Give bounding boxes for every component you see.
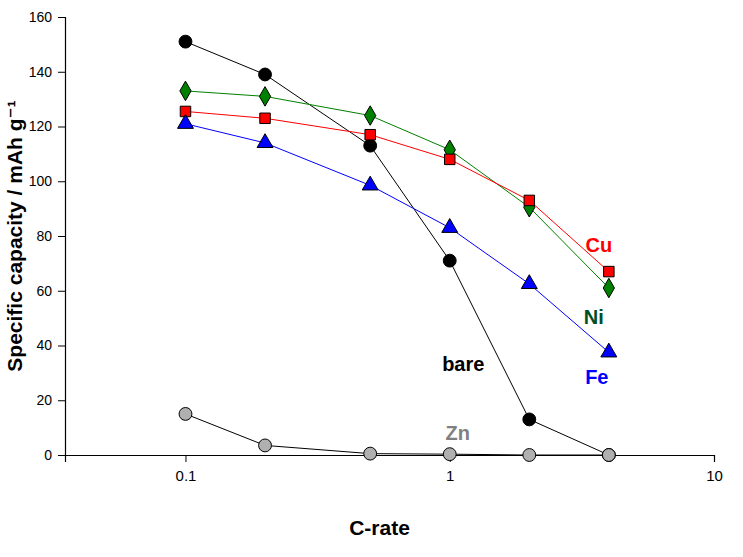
chart: 0.1110020406080100120140160bareNiCuFeZnC…: [0, 0, 743, 557]
marker: [362, 176, 378, 190]
marker: [179, 408, 192, 421]
marker: [259, 68, 272, 81]
marker: [443, 254, 456, 267]
marker: [179, 35, 192, 48]
series-line: [185, 91, 608, 288]
y-tick-mark: [58, 291, 65, 292]
series-line: [185, 42, 608, 455]
series-line: [185, 414, 608, 455]
marker: [444, 154, 454, 164]
y-tick: 80: [36, 228, 65, 244]
marker: [257, 134, 273, 148]
y-tick: 120: [29, 118, 65, 134]
y-tick-label: 120: [29, 118, 53, 134]
y-tick-mark: [58, 455, 65, 456]
marker: [521, 275, 537, 289]
y-tick: 20: [36, 392, 65, 408]
y-tick-label: 140: [29, 64, 53, 80]
y-tick: 160: [29, 9, 65, 25]
marker: [180, 81, 191, 101]
plot-area: 0.1110020406080100120140160bareNiCuFeZn: [29, 9, 723, 484]
y-axis-title: Specific capacity / mAh g⁻¹: [3, 100, 26, 371]
y-axis: 0 20 40 60 80 100 120 140 160: [29, 9, 66, 463]
y-tick-label: 0: [44, 447, 52, 463]
marker: [364, 139, 377, 152]
x-tick-mark: [714, 455, 715, 462]
marker: [602, 449, 615, 462]
y-tick-label: 100: [29, 173, 53, 189]
x-tick-label: 10: [706, 467, 723, 484]
x-tick-label: 1: [446, 467, 454, 484]
y-tick: 100: [29, 173, 65, 189]
x-axis-title: C-rate: [349, 516, 410, 539]
series-label: Zn: [446, 422, 470, 444]
y-tick-label: 20: [36, 392, 52, 408]
marker: [523, 413, 536, 426]
marker: [259, 439, 272, 452]
y-tick-mark: [58, 346, 65, 347]
marker: [443, 448, 456, 461]
y-axis-line: [58, 18, 66, 456]
marker: [178, 115, 194, 129]
y-tick-mark: [58, 181, 65, 182]
marker: [365, 129, 375, 139]
y-tick-mark: [58, 72, 65, 73]
marker: [259, 87, 270, 107]
y-tick-label: 40: [36, 337, 52, 353]
x-axis: 0.1 1 10: [66, 455, 723, 484]
x-tick: 0.1: [176, 455, 197, 484]
series-label: Fe: [585, 366, 608, 388]
y-tick-mark: [58, 236, 65, 237]
y-tick-label: 60: [36, 283, 52, 299]
x-tick: 10: [706, 455, 723, 484]
marker: [442, 219, 458, 233]
y-tick-label: 160: [29, 9, 53, 25]
marker: [523, 449, 536, 462]
marker: [260, 113, 270, 123]
x-axis-line: [66, 456, 715, 463]
series-line: [185, 124, 608, 353]
x-tick-mark: [185, 455, 186, 462]
y-tick: 0: [44, 447, 65, 463]
marker: [604, 266, 614, 276]
y-tick-mark: [58, 127, 65, 128]
y-tick-label: 80: [36, 228, 52, 244]
y-tick: 140: [29, 64, 65, 80]
marker: [524, 195, 534, 205]
y-tick-mark: [58, 17, 65, 18]
series-label: Cu: [586, 234, 613, 256]
data-layer: [178, 35, 617, 461]
y-tick: 40: [36, 337, 65, 353]
series-label: Ni: [584, 306, 604, 328]
y-tick: 60: [36, 283, 65, 299]
marker: [603, 278, 614, 298]
x-tick-label: 0.1: [176, 467, 197, 484]
series-labels: bare Ni Cu Fe Zn: [442, 234, 612, 445]
y-tick-mark: [58, 400, 65, 401]
series-line: [185, 111, 608, 271]
marker: [601, 343, 617, 357]
series-label: bare: [442, 353, 484, 375]
marker: [364, 447, 377, 460]
marker: [602, 449, 615, 462]
marker: [365, 106, 376, 126]
